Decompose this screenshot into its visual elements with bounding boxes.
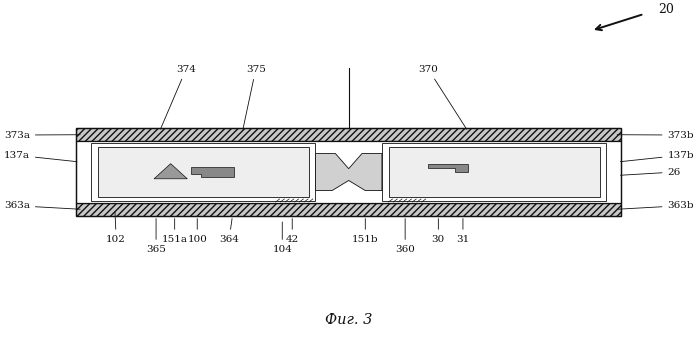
Polygon shape: [429, 164, 468, 172]
Polygon shape: [382, 143, 607, 201]
Text: 363a: 363a: [4, 201, 80, 210]
Text: 20: 20: [658, 3, 674, 16]
Text: 360: 360: [395, 219, 415, 254]
Text: 370: 370: [419, 65, 467, 129]
Text: Фиг. 3: Фиг. 3: [325, 313, 372, 327]
Text: 375: 375: [243, 65, 266, 129]
Text: 151b: 151b: [352, 219, 378, 244]
Polygon shape: [191, 167, 234, 177]
Text: 373a: 373a: [4, 131, 80, 139]
Text: 42: 42: [285, 219, 299, 244]
Text: 374: 374: [161, 65, 196, 129]
Text: 364: 364: [219, 219, 239, 244]
Text: 373b: 373b: [617, 131, 694, 139]
Text: 365: 365: [146, 219, 166, 254]
Text: 104: 104: [272, 222, 292, 254]
Text: 137b: 137b: [621, 151, 694, 162]
Polygon shape: [76, 203, 621, 216]
Text: 137a: 137a: [4, 151, 77, 162]
Text: 151a: 151a: [162, 219, 188, 244]
Text: 31: 31: [456, 219, 470, 244]
Text: 26: 26: [621, 168, 681, 176]
Polygon shape: [315, 154, 382, 190]
Text: 100: 100: [187, 219, 207, 244]
Polygon shape: [98, 147, 309, 197]
Polygon shape: [76, 128, 621, 141]
Polygon shape: [76, 141, 621, 203]
Text: 363b: 363b: [617, 201, 694, 210]
Polygon shape: [154, 164, 187, 179]
Text: 102: 102: [106, 212, 126, 244]
Polygon shape: [91, 143, 315, 201]
Polygon shape: [389, 147, 600, 197]
Text: 30: 30: [432, 219, 445, 244]
